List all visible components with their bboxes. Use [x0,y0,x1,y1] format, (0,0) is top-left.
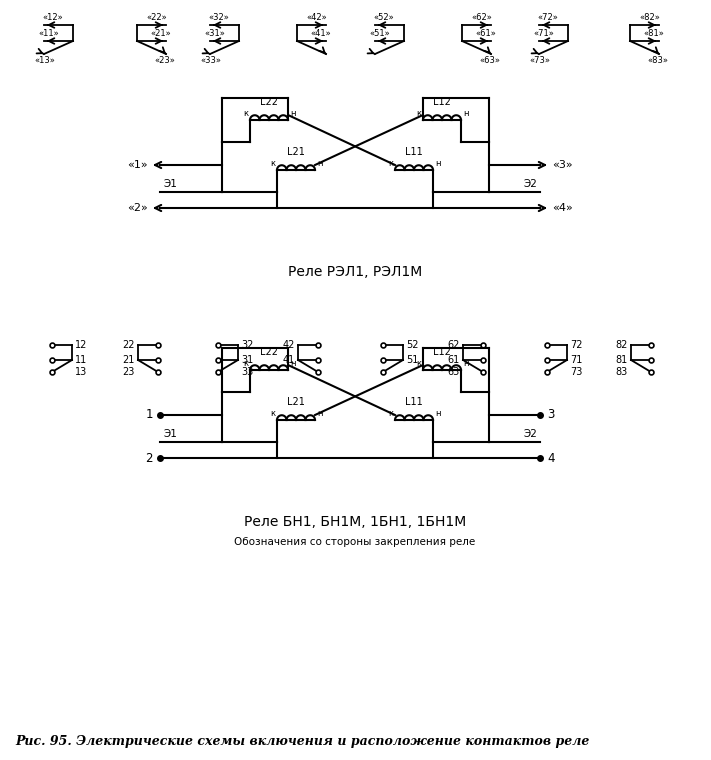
Text: 22: 22 [122,340,135,350]
Text: 2: 2 [146,451,153,464]
Text: «1»: «1» [127,160,148,170]
Text: L22: L22 [260,97,278,107]
Text: «32»: «32» [208,13,230,22]
Text: «71»: «71» [533,29,555,38]
Text: 31: 31 [241,355,253,365]
Text: н: н [290,109,296,119]
Text: 3: 3 [547,409,555,422]
Text: L22: L22 [260,347,278,357]
Text: н: н [435,160,441,169]
Text: 21: 21 [122,355,135,365]
Text: «11»: «11» [38,29,60,38]
Text: к: к [416,359,421,369]
Text: 63: 63 [448,367,460,377]
Text: 81: 81 [616,355,628,365]
Text: «41»: «41» [311,29,331,38]
Text: Э2: Э2 [523,179,537,189]
Text: к: к [388,410,393,419]
Text: Э1: Э1 [163,179,177,189]
Text: 41: 41 [283,355,295,365]
Text: 61: 61 [448,355,460,365]
Text: н: н [290,359,296,369]
Text: «73»: «73» [530,56,550,65]
Text: н: н [435,410,441,419]
Text: н: н [463,359,469,369]
Text: L12: L12 [433,347,451,357]
Text: Э2: Э2 [523,429,537,439]
Text: L21: L21 [287,397,305,407]
Text: 1: 1 [146,409,153,422]
Text: «51»: «51» [370,29,390,38]
Text: «42»: «42» [306,13,327,22]
Text: «82»: «82» [640,13,661,22]
Text: 33: 33 [241,367,253,377]
Text: 23: 23 [122,367,135,377]
Text: н: н [317,160,323,169]
Text: «33»: «33» [201,56,222,65]
Text: Рис. 95. Электрические схемы включения и расположение контактов реле: Рис. 95. Электрические схемы включения и… [15,735,589,748]
Text: «83»: «83» [648,56,668,65]
Text: «31»: «31» [205,29,225,38]
Text: 83: 83 [616,367,628,377]
Text: н: н [317,410,323,419]
Text: «2»: «2» [127,203,148,213]
Text: 62: 62 [448,340,460,350]
Text: 4: 4 [547,451,555,464]
Text: «62»: «62» [471,13,493,22]
Text: 11: 11 [75,355,87,365]
Text: к: к [243,109,248,119]
Text: «13»: «13» [35,56,55,65]
Text: Реле РЭЛ1, РЭЛ1М: Реле РЭЛ1, РЭЛ1М [288,265,422,279]
Text: Э1: Э1 [163,429,177,439]
Text: 12: 12 [75,340,87,350]
Text: «22»: «22» [146,13,167,22]
Text: «3»: «3» [552,160,572,170]
Text: 51: 51 [406,355,418,365]
Text: «61»: «61» [476,29,496,38]
Text: «52»: «52» [373,13,395,22]
Text: 72: 72 [570,340,582,350]
Text: 13: 13 [75,367,87,377]
Text: L12: L12 [433,97,451,107]
Text: «12»: «12» [43,13,63,22]
Text: 32: 32 [241,340,253,350]
Text: L11: L11 [405,397,423,407]
Text: 71: 71 [570,355,582,365]
Text: «4»: «4» [552,203,573,213]
Text: 73: 73 [570,367,582,377]
Text: «23»: «23» [154,56,176,65]
Text: L11: L11 [405,147,423,157]
Text: 52: 52 [406,340,419,350]
Text: 82: 82 [616,340,628,350]
Text: 42: 42 [283,340,295,350]
Text: н: н [463,109,469,119]
Text: L21: L21 [287,147,305,157]
Text: Обозначения со стороны закрепления реле: Обозначения со стороны закрепления реле [235,537,476,547]
Text: к: к [243,359,248,369]
Text: «63»: «63» [479,56,501,65]
Text: к: к [416,109,421,119]
Text: к: к [270,410,275,419]
Text: «81»: «81» [643,29,665,38]
Text: к: к [388,160,393,169]
Text: «72»: «72» [538,13,558,22]
Text: Реле БН1, БН1М, 1БН1, 1БН1М: Реле БН1, БН1М, 1БН1, 1БН1М [244,515,466,529]
Text: «21»: «21» [151,29,171,38]
Text: к: к [270,160,275,169]
